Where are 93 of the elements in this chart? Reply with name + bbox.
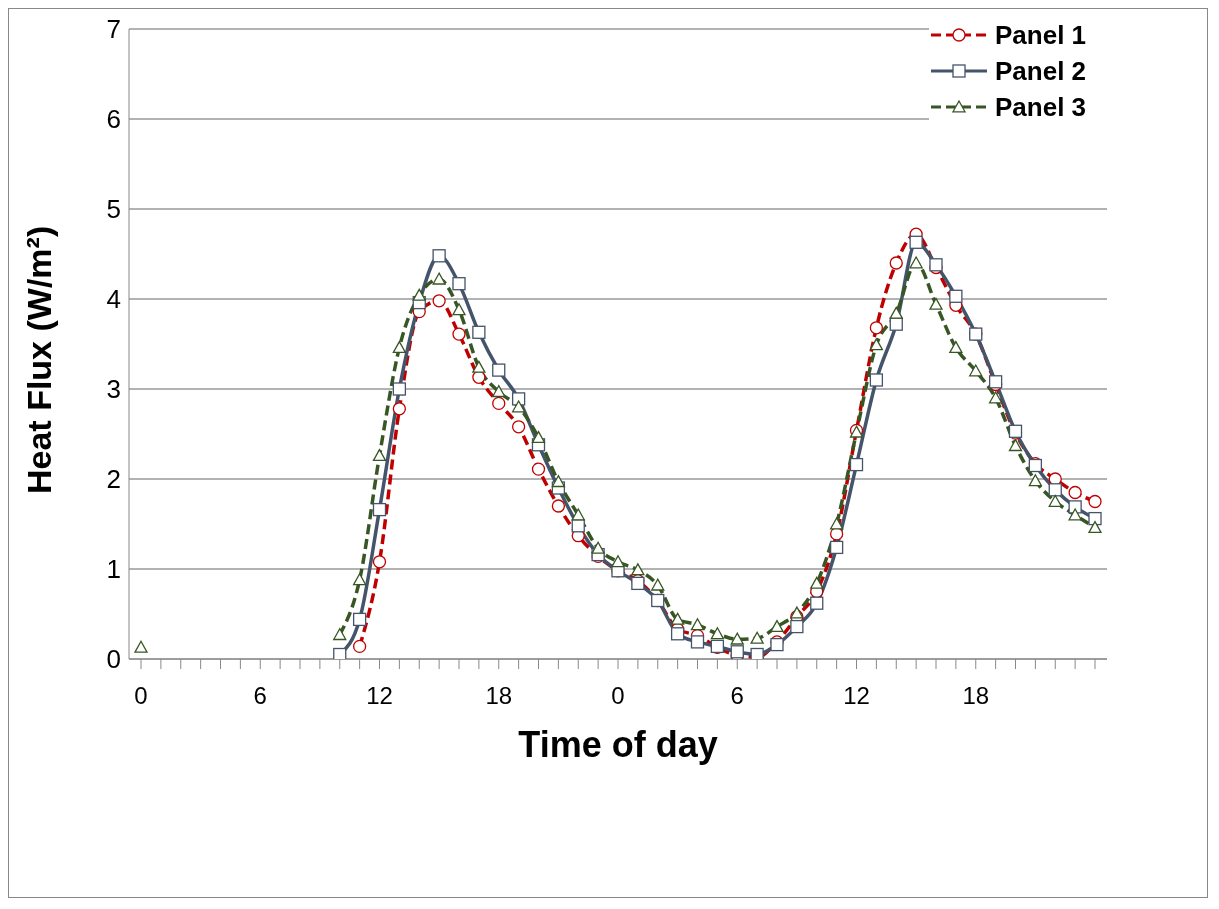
point: [869, 373, 884, 387]
point: [949, 289, 963, 303]
y-tick-label: 5: [106, 194, 121, 225]
point: [988, 391, 1003, 404]
point: [551, 499, 566, 513]
legend-label: Panel 1: [995, 19, 1087, 51]
x-tick-label: 0: [134, 682, 148, 710]
y-tick-label: 2: [106, 464, 121, 495]
x-tick-label: 0: [611, 682, 625, 710]
point: [452, 277, 466, 291]
point: [333, 647, 347, 659]
point: [909, 256, 923, 269]
point: [631, 563, 645, 576]
point: [1088, 520, 1102, 534]
point: [929, 297, 943, 310]
point: [611, 555, 625, 568]
point: [452, 303, 466, 316]
legend-label: Panel 3: [995, 91, 1087, 123]
point: [372, 502, 387, 517]
point: [670, 627, 685, 641]
point: [869, 321, 884, 335]
point: [889, 256, 903, 270]
point: [849, 457, 864, 472]
point: [372, 448, 387, 462]
point: [392, 382, 407, 396]
point: [352, 639, 367, 654]
y-tick-label: 3: [106, 374, 121, 405]
y-tick-label: 4: [106, 284, 121, 315]
point: [492, 385, 506, 398]
point: [134, 640, 148, 653]
x-tick-label: 6: [253, 682, 267, 710]
point: [432, 249, 446, 263]
y-tick-label: 6: [106, 104, 121, 135]
point: [1068, 485, 1082, 500]
point: [690, 618, 705, 631]
point: [531, 462, 546, 476]
point: [889, 306, 903, 319]
point: [1088, 494, 1102, 509]
x-axis-title: Time of day: [518, 724, 718, 765]
point: [392, 340, 407, 354]
point: [432, 272, 446, 285]
x-tick-label: 12: [843, 682, 870, 710]
y-axis-title: Heat Flux (W/m²): [20, 225, 59, 494]
y-tick-label: 1: [106, 554, 121, 585]
x-tick-label: 18: [962, 682, 990, 710]
point: [790, 619, 804, 634]
point: [492, 363, 506, 377]
point: [730, 632, 744, 645]
point: [909, 235, 923, 249]
point: [511, 420, 526, 434]
point: [372, 555, 387, 569]
point: [432, 294, 446, 308]
x-tick-label: 18: [485, 682, 513, 710]
point: [710, 627, 725, 640]
point: [472, 360, 486, 373]
point: [412, 288, 426, 301]
legend-label: Panel 2: [995, 55, 1087, 87]
point: [1048, 483, 1062, 497]
x-tick-label: 12: [366, 682, 393, 710]
point: [770, 619, 784, 633]
point: [452, 327, 466, 341]
point: [591, 541, 605, 554]
point: [750, 631, 764, 644]
point: [551, 475, 566, 488]
point: [829, 527, 844, 541]
point: [1048, 494, 1062, 507]
point: [829, 540, 844, 555]
y-tick-label: 7: [106, 14, 121, 45]
point: [571, 508, 585, 521]
point: [829, 517, 844, 530]
point: [810, 576, 824, 589]
point: [531, 430, 546, 444]
point: [949, 340, 963, 354]
point: [392, 402, 407, 416]
point: [651, 578, 665, 591]
point: [333, 628, 347, 641]
point: [352, 612, 367, 627]
point: [670, 612, 685, 625]
point: [1008, 439, 1023, 452]
point: [492, 396, 506, 411]
point: [790, 606, 804, 619]
point: [810, 596, 824, 610]
point: [1068, 508, 1082, 521]
x-tick-label: 6: [730, 682, 744, 710]
point: [869, 338, 884, 351]
point: [472, 325, 486, 339]
point: [1088, 511, 1102, 526]
point: [690, 635, 705, 649]
point: [969, 364, 983, 377]
point: [1028, 474, 1043, 487]
point: [511, 400, 526, 413]
point: [352, 573, 367, 586]
y-tick-label: 0: [106, 644, 121, 675]
